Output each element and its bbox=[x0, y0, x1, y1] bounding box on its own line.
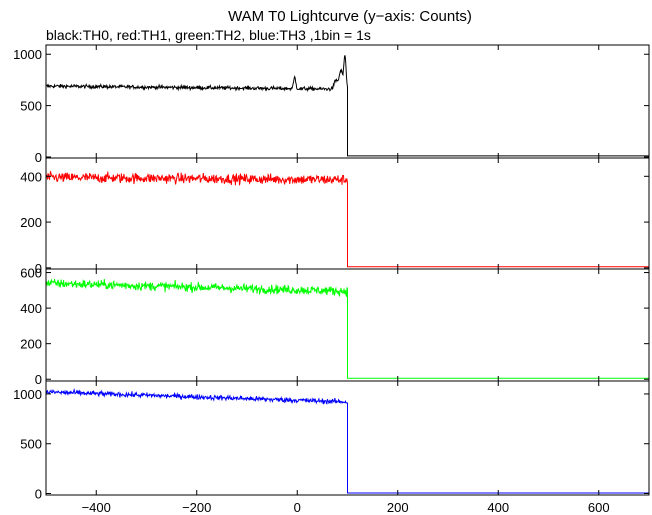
y-tick-label: 0 bbox=[35, 261, 42, 276]
y-tick-label: 1000 bbox=[13, 47, 42, 62]
series-line-th0 bbox=[45, 55, 649, 157]
x-tick-label: 200 bbox=[387, 500, 409, 515]
y-tick-label: 200 bbox=[20, 215, 42, 230]
y-tick-label: 600 bbox=[20, 266, 42, 281]
x-tick-label: 600 bbox=[588, 500, 610, 515]
y-tick-label: 500 bbox=[20, 99, 42, 114]
y-tick-label: 0 bbox=[35, 372, 42, 387]
y-tick-label: 400 bbox=[20, 301, 42, 316]
series-line-th2 bbox=[45, 278, 649, 379]
y-tick-label: 0 bbox=[35, 150, 42, 165]
y-tick-label: 200 bbox=[20, 337, 42, 352]
series-line-th1 bbox=[45, 171, 649, 268]
x-tick-label: −200 bbox=[182, 500, 211, 515]
y-tick-label: 0 bbox=[35, 487, 42, 502]
chart-legend-text: black:TH0, red:TH1, green:TH2, blue:TH3 … bbox=[46, 27, 371, 43]
y-tick-label: 1000 bbox=[13, 387, 42, 402]
panel-frame-th3 bbox=[45, 380, 650, 496]
x-tick-label: 0 bbox=[294, 500, 301, 515]
x-tick-label: 400 bbox=[487, 500, 509, 515]
y-tick-label: 400 bbox=[20, 169, 42, 184]
series-line-th3 bbox=[45, 387, 649, 494]
y-tick-label: 500 bbox=[20, 437, 42, 452]
chart-title: WAM T0 Lightcurve (y−axis: Counts) bbox=[228, 8, 472, 25]
x-tick-label: −400 bbox=[82, 500, 111, 515]
